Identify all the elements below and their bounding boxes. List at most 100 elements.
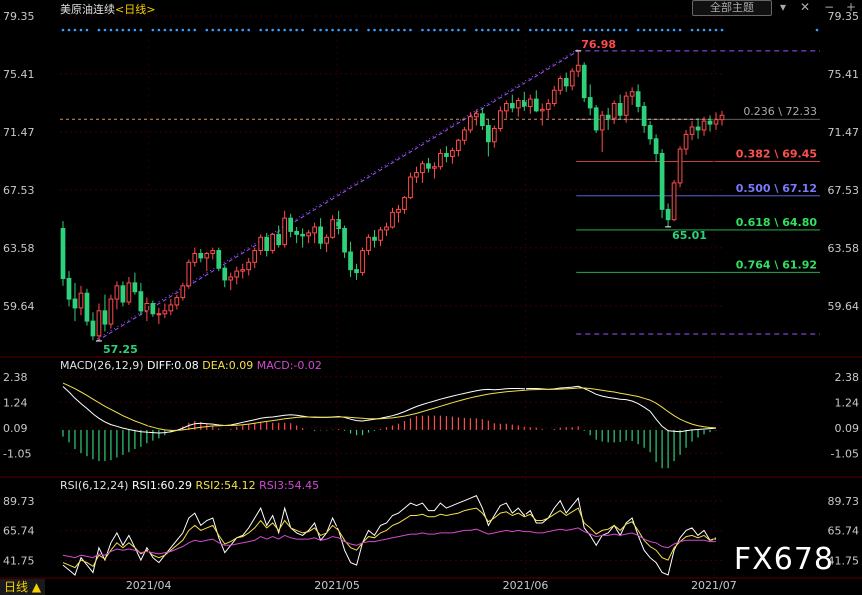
y-tick-label-right: 41.75 <box>828 554 860 567</box>
marker-dot <box>672 28 676 32</box>
marker-dot <box>720 28 724 32</box>
dropdown-icon[interactable]: ▾ <box>779 0 786 14</box>
marker-dot <box>421 28 424 32</box>
marker-dot <box>606 28 610 32</box>
y-tick-label-left: -1.05 <box>3 447 31 460</box>
marker-dot <box>499 28 502 32</box>
symbol-title: 美原油连续 <box>60 3 115 16</box>
marker-dot <box>702 28 706 32</box>
marker-dot <box>815 28 819 32</box>
candle-body <box>294 230 300 235</box>
candle-body <box>246 261 252 271</box>
period-tab[interactable]: 日线 ▲ <box>0 579 46 595</box>
candle-body <box>378 229 383 241</box>
candle-body <box>689 126 695 135</box>
candle-body <box>264 236 270 252</box>
close-icon[interactable]: ✕ <box>799 0 810 14</box>
marker-dot <box>582 28 586 32</box>
candle-body <box>342 227 347 253</box>
marker-dot <box>139 28 143 32</box>
trend-channel-line <box>96 50 579 342</box>
candle-body <box>611 102 617 119</box>
candle-body <box>545 102 551 110</box>
marker-dot <box>451 28 454 32</box>
marker-dot <box>642 28 646 32</box>
candle-body <box>701 120 707 131</box>
candle-body <box>509 102 515 109</box>
marker-dot <box>505 28 508 32</box>
candle-body <box>150 302 156 315</box>
marker-dot <box>564 28 568 32</box>
marker-dot <box>409 28 412 32</box>
candle-body <box>581 64 587 99</box>
theme-selector-button[interactable]: 全部主题 <box>692 0 772 16</box>
marker-dot <box>313 28 316 32</box>
candle-body <box>96 310 102 337</box>
candle-body <box>258 236 264 252</box>
period-prev[interactable]: < <box>115 3 125 16</box>
candle-body <box>60 227 66 279</box>
candle-body <box>192 252 198 263</box>
marker-dot <box>121 28 125 32</box>
marker-dot <box>319 28 322 32</box>
candle-body <box>713 119 719 125</box>
y-tick-label-left: 0.09 <box>3 422 28 435</box>
marker-dot <box>79 28 83 32</box>
y-tick-label-right: -1.05 <box>831 447 859 460</box>
candle-body <box>617 102 623 116</box>
marker-dot <box>618 28 622 32</box>
marker-dot <box>85 28 89 32</box>
candle-body <box>66 277 72 300</box>
marker-dot <box>367 28 370 32</box>
candle-body <box>683 133 689 150</box>
chart-title-bar: 美原油连续<日线> <box>60 1 155 17</box>
candle-body <box>240 269 246 272</box>
marker-dot <box>181 28 185 32</box>
candle-body <box>282 217 288 246</box>
y-tick-label-right: 63.58 <box>828 242 860 255</box>
marker-dot <box>385 28 388 32</box>
marker-dot <box>612 28 616 32</box>
marker-dot <box>493 28 496 32</box>
zoom-out-icon[interactable]: − <box>823 0 834 14</box>
candle-body <box>228 276 234 281</box>
zoom-in-icon[interactable]: + <box>845 0 856 14</box>
marker-dot <box>289 28 292 32</box>
candle-body <box>653 138 659 154</box>
rsi-name: RSI(6,12,24) <box>60 479 129 492</box>
candle-body <box>276 233 282 246</box>
marker-dot <box>211 28 215 32</box>
y-tick-label-left: 79.35 <box>3 10 35 23</box>
marker-dot <box>648 28 652 32</box>
marker-dot <box>295 28 298 32</box>
macd-macd-value: MACD:-0.02 <box>256 359 322 372</box>
candle-body <box>360 250 365 274</box>
candle-body <box>444 152 449 157</box>
candle-body <box>90 320 96 337</box>
fib-level-label: 0.382 \ 69.45 <box>736 148 817 161</box>
candle-body <box>252 250 258 263</box>
candle-body <box>563 77 569 87</box>
marker-dot <box>594 28 598 32</box>
period-next[interactable]: > <box>146 3 156 16</box>
x-tick-label: 2021/04 <box>126 579 172 592</box>
candle-body <box>384 226 389 231</box>
marker-dot <box>678 28 682 32</box>
rsi3-line <box>62 527 716 559</box>
marker-dot <box>343 28 346 32</box>
marker-dot <box>517 28 520 32</box>
candle-body <box>144 302 150 312</box>
candle-body <box>647 125 653 140</box>
marker-dot <box>325 28 328 32</box>
marker-dot <box>546 28 550 32</box>
marker-dot <box>690 28 694 32</box>
marker-dot <box>528 28 532 32</box>
marker-dot <box>355 28 358 32</box>
candle-body <box>354 269 359 274</box>
y-tick-label-left: 65.74 <box>3 525 35 538</box>
recent-low-label: 65.01 <box>672 229 707 242</box>
candle-body <box>402 197 407 210</box>
candle-body <box>114 285 120 300</box>
candle-body <box>450 150 455 157</box>
